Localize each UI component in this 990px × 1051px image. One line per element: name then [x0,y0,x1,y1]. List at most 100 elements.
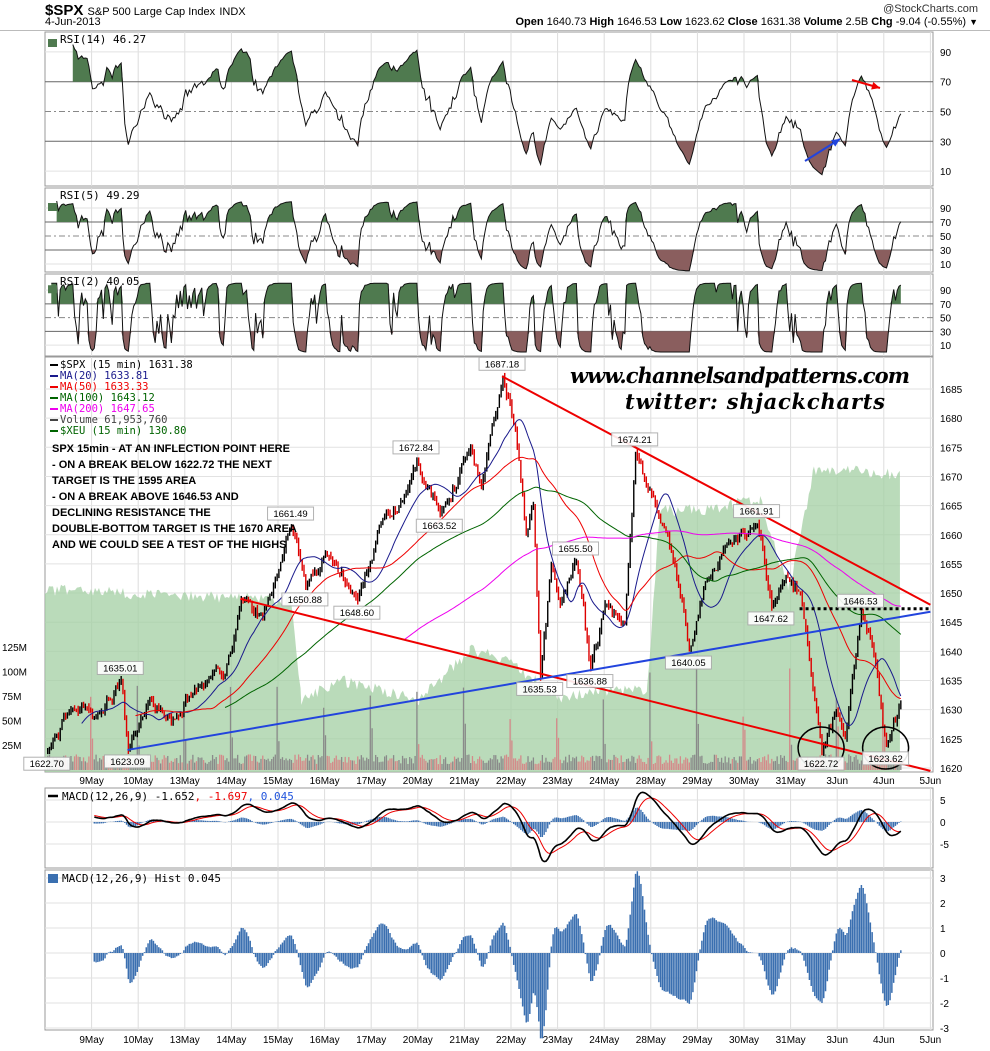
price-label-box [516,681,564,696]
volume-tick-label: 100M [2,668,27,679]
close-label: Close [727,16,758,28]
date-tick-top: 28May [636,776,666,787]
date-tick-bottom: 29May [682,1035,712,1046]
date-tick-bottom: 20May [403,1035,433,1046]
rsi14-tick-label: 90 [940,48,952,59]
macd-tick-label: 5 [940,796,946,807]
rsi2-tick-label: 90 [940,286,952,297]
price-label-box [797,756,845,771]
price-label-box [23,756,71,771]
date-tick-bottom: 9May [79,1035,103,1046]
date-tick-bottom: 24May [589,1035,619,1046]
volume-label: Volume [803,16,843,28]
chart-header: $SPX S&P 500 Large Cap Index INDX 4-Jun-… [0,0,990,31]
hist-tick-label: 3 [940,874,946,885]
hist-legend-icon [48,874,58,883]
date-tick-top: 22May [496,776,526,787]
indicator-icon [48,203,57,211]
annotation-line: AND WE COULD SEE A TEST OF THE HIGHS [52,539,286,551]
macd-line [94,791,902,863]
date-tick-top: 13May [170,776,200,787]
volume-tick-label: 125M [2,643,27,654]
date-tick-bottom: 10May [123,1035,153,1046]
price-label-box [611,432,659,447]
rsi5-panel [44,187,934,273]
price-label-box [103,754,151,769]
price-label-box [733,504,781,519]
date-tick-top: 23May [543,776,573,787]
low-value: 1623.62 [684,16,725,28]
chg-value: -9.04 (-0.55%) [895,16,967,28]
macd-panel [44,787,934,869]
legend-item: $XEU (15 min) 130.80 [60,425,186,437]
price-tick-label: 1670 [940,472,963,483]
date-tick-top: 31May [776,776,806,787]
date-tick-bottom: 15May [263,1035,293,1046]
date-tick-top: 15May [263,776,293,787]
legend-item: MA(200) 1647.65 [60,403,155,415]
price-tick-label: 1680 [940,414,963,425]
price-tick-label: 1640 [940,647,963,658]
open-value: 1640.73 [546,16,587,28]
high-label: High [589,16,614,28]
annotation-line: TARGET IS THE 1595 AREA [52,475,196,487]
price-label: 1635.01 [103,663,137,674]
rsi5-tick-label: 50 [940,232,952,243]
price-label-box [837,593,884,608]
rsi2-line [51,282,902,353]
hist-tick-label: 2 [940,899,946,910]
date-tick-top: 16May [310,776,340,787]
price-label-box [664,655,712,670]
trendline-rising-support [127,610,931,751]
date-tick-top: 14May [216,776,246,787]
legend-item: $SPX (15 min) 1631.38 [60,359,193,371]
price-label: 1663.52 [422,521,456,532]
price-label: 1674.21 [617,435,651,446]
macd-signal-value: -1.697 [208,790,248,803]
price-label: 1623.09 [110,757,144,768]
price-tick-label: 1665 [940,502,963,513]
macd-tick-label: -5 [940,840,949,851]
indicator-icon [48,285,57,294]
rsi-red-arrow-icon-head [871,82,880,90]
rsi5-tick-label: 70 [940,218,952,229]
price-label: 1646.53 [843,596,877,607]
price-label: 1648.60 [340,608,374,619]
triangle-down-icon[interactable]: ▼ [969,17,978,27]
rsi14-overbought-fill [72,44,901,82]
rsi5-tick-label: 10 [940,260,952,271]
double-bottom-circle [861,726,910,770]
rsi5-tick-label: 30 [940,246,952,257]
date-tick-bottom: 14May [216,1035,246,1046]
rsi14-label: RSI(14) 46.27 [60,33,146,46]
date-tick-top: 10May [123,776,153,787]
price-label-box [566,674,614,689]
price-label: 1661.91 [739,507,773,518]
annotation-line: DECLINING RESISTANCE THE [52,507,211,519]
ma20-line [81,418,902,727]
symbol: $SPX [45,2,84,19]
legend-item: MA(50) 1633.33 [60,381,149,393]
date-tick-top: 17May [356,776,386,787]
high-value: 1646.53 [616,16,657,28]
hist-tick-label: 0 [940,949,946,960]
chart-date: 4-Jun-2013 [45,16,101,28]
price-label-box [333,605,381,620]
rsi2-oversold-fill [51,331,901,352]
close-value: 1631.38 [760,16,801,28]
price-label: 1622.72 [804,759,838,770]
macd-tick-label: 0 [940,818,946,829]
ma50-line [135,456,901,717]
date-tick-top: 24May [589,776,619,787]
watermark-twitter: twitter: shjackcharts [625,389,885,414]
price-label-box [478,356,526,371]
rsi-blue-arrow-icon-head [831,139,840,147]
price-tick-label: 1650 [940,589,963,600]
low-label: Low [659,16,682,28]
date-tick-bottom: 22May [496,1035,526,1046]
legend-item: MA(20) 1633.81 [60,370,149,382]
date-tick-bottom: 31May [776,1035,806,1046]
price-label-box [96,660,144,675]
rsi2-tick-label: 70 [940,300,952,311]
